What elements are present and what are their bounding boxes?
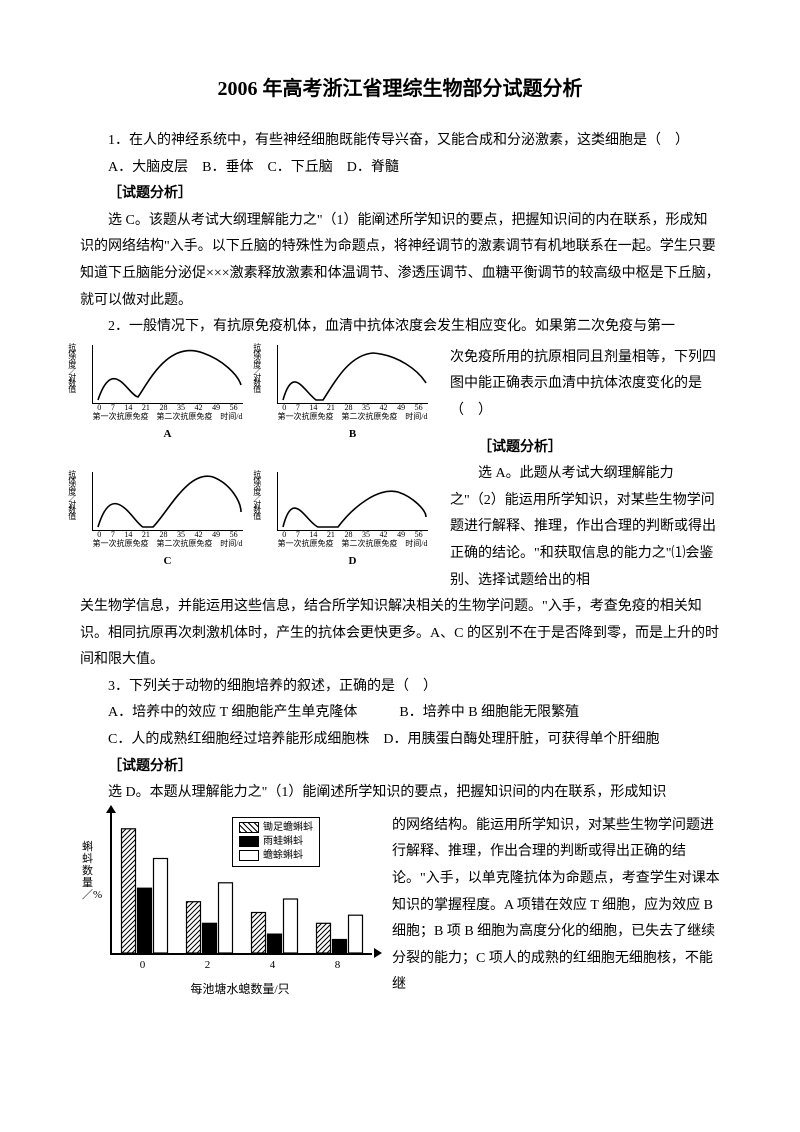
q3-options-row1: A．培养中的效应 T 细胞能产生单克隆体 B．培养中 B 细胞能无限繁殖 xyxy=(80,700,720,727)
panel-label-d: D xyxy=(349,551,357,572)
q3-opt-d: D．用胰蛋白酶处理肝脏，可获得单个肝细胞 xyxy=(383,732,659,747)
q2-chart-c: 抗体浓度／对数值 0714212835424956 第一次抗原免疫第二次抗原免疫… xyxy=(80,472,255,594)
q1-analysis-label: ［试题分析］ xyxy=(80,181,720,208)
q3-analysis-label: ［试题分析］ xyxy=(80,754,720,781)
legend-2: 雨蛙蝌蚪 xyxy=(263,835,303,849)
q3-block: 蝌蚪数量／% 锄足蟾蝌蚪 雨蛙蝌蚪 蟾蜍蝌蚪 0 2 4 8 每池塘水螅数量/只… xyxy=(80,813,720,1001)
panel-label-c: C xyxy=(164,551,172,572)
q3-options-row2: C．人的成熟红细胞经过培养能形成细胞株 D．用胰蛋白酶处理肝脏，可获得单个肝细胞 xyxy=(80,727,720,754)
q2-chart-b: 抗体浓度／对数值 0714212835424956 第一次抗原免疫第二次抗原免疫… xyxy=(265,345,440,467)
bar-chart: 锄足蟾蝌蚪 雨蛙蝌蚪 蟾蜍蝌蚪 xyxy=(110,813,372,955)
q1-analysis: 选 C。该题从考试大纲理解能力之"（1）能阐述所学知识的要点，把握知识间的内在联… xyxy=(80,208,720,314)
legend-1: 锄足蟾蝌蚪 xyxy=(263,821,313,835)
bar-x-ticks: 0 2 4 8 xyxy=(110,955,370,976)
q2-analysis-label: ［试题分析］ xyxy=(450,435,720,462)
q2-figure: 抗体浓度／对数值 0714212835424956 第一次抗原免疫第二次抗原免疫… xyxy=(80,345,450,594)
panel-label-b: B xyxy=(349,424,356,445)
q2-analysis: 选 A。此题从考试大纲理解能力之"（2）能运用所学知识，对某些生物学问题进行解释… xyxy=(450,461,720,594)
bar-x-label: 每池塘水螅数量/只 xyxy=(110,978,370,1001)
q3-analysis-body: 的网络结构。能运用所学知识，对某些生物学问题进行解释、推理，作出合理的判断或得出… xyxy=(392,813,720,999)
q2-stem: 2．一般情况下，有抗原免疫机体，血清中抗体浓度会发生相应变化。如果第二次免疫与第… xyxy=(80,314,720,341)
q3-analysis-head: 选 D。本题从理解能力之"（1）能阐述所学知识的要点，把握知识间的内在联系，形成… xyxy=(80,780,720,807)
q2-chart-d: 抗体浓度／对数值 0714212835424956 第一次抗原免疫第二次抗原免疫… xyxy=(265,472,440,594)
q3-stem: 3．下列关于动物的细胞培养的叙述，正确的是（ ） xyxy=(80,674,720,701)
bar-y-label: 蝌蚪数量／% xyxy=(82,841,98,901)
q1-stem: 1．在人的神经系统中，有些神经细胞既能传导兴奋，又能合成和分泌激素，这类细胞是（… xyxy=(80,128,720,155)
bar-legend: 锄足蟾蝌蚪 雨蛙蝌蚪 蟾蜍蝌蚪 xyxy=(232,817,320,867)
chart-y-label: 抗体浓度／对数值 xyxy=(67,343,76,391)
q3-opt-b: B．培养中 B 细胞能无限繁殖 xyxy=(399,705,579,720)
x-caption: 第一次抗原免疫第二次抗原免疫时间/d xyxy=(93,413,243,422)
q1-options: A．大脑皮层 B．垂体 C．下丘脑 D．脊髓 xyxy=(80,155,720,182)
q2-right-text: 次免疫所用的抗原相同且剂量相等，下列四图中能正确表示血清中抗体浓度变化的是（ ）… xyxy=(450,345,720,594)
legend-3: 蟾蜍蝌蚪 xyxy=(263,849,303,863)
x-ticks: 0714212835424956 xyxy=(93,404,243,412)
panel-label-a: A xyxy=(164,424,172,445)
q2-analysis-2: 关生物学信息，并能运用这些信息，结合所学知识解决相关的生物学问题。"入手，考查免… xyxy=(80,594,720,674)
page-title: 2006 年高考浙江省理综生物部分试题分析 xyxy=(80,70,720,108)
q3-opt-c: C．人的成熟红细胞经过培养能形成细胞株 xyxy=(108,732,369,747)
q3-figure: 蝌蚪数量／% 锄足蟾蝌蚪 雨蛙蝌蚪 蟾蜍蝌蚪 0 2 4 8 每池塘水螅数量/只 xyxy=(80,813,380,1001)
q2-block: 抗体浓度／对数值 0714212835424956 第一次抗原免疫第二次抗原免疫… xyxy=(80,345,720,594)
q3-opt-a: A．培养中的效应 T 细胞能产生单克隆体 xyxy=(108,705,357,720)
q2-stem-cont: 次免疫所用的抗原相同且剂量相等，下列四图中能正确表示血清中抗体浓度变化的是（ ） xyxy=(450,345,720,425)
q2-chart-a: 抗体浓度／对数值 0714212835424956 第一次抗原免疫第二次抗原免疫… xyxy=(80,345,255,467)
exam-page: 2006 年高考浙江省理综生物部分试题分析 1．在人的神经系统中，有些神经细胞既… xyxy=(0,0,800,1041)
